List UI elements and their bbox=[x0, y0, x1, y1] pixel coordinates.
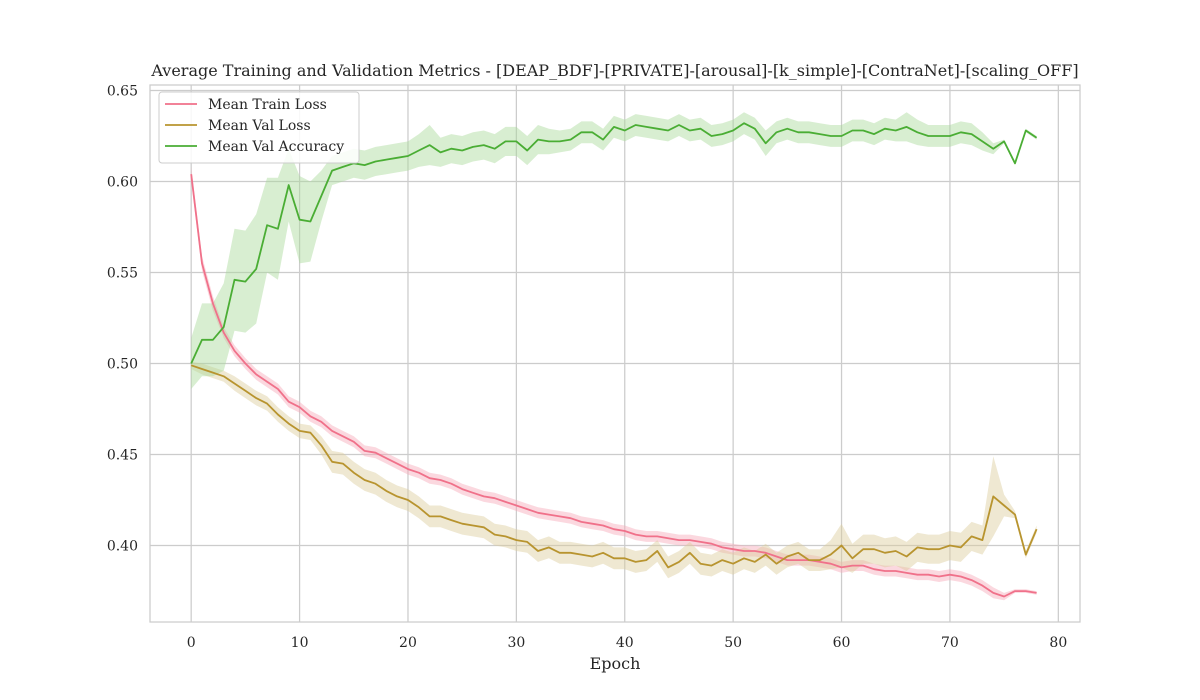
y-tick-label: 0.60 bbox=[107, 174, 138, 190]
legend-box bbox=[158, 91, 360, 164]
x-axis-ticks: 0 10 20 30 40 50 60 70 80 bbox=[187, 635, 1068, 651]
series-3-line bbox=[190, 122, 1038, 364]
y-tick-label: 0.40 bbox=[107, 539, 138, 555]
series-2-band bbox=[191, 361, 1037, 579]
confidence-bands bbox=[191, 112, 1037, 601]
legend-label: Mean Train Loss bbox=[208, 97, 327, 113]
x-tick-label: 50 bbox=[724, 635, 742, 651]
y-tick-label: 0.55 bbox=[107, 265, 138, 281]
series-lines bbox=[190, 122, 1038, 598]
axes-frame bbox=[149, 84, 1081, 623]
legend-label: Mean Val Accuracy bbox=[208, 139, 344, 155]
y-tick-label: 0.65 bbox=[107, 83, 138, 99]
x-tick-label: 40 bbox=[616, 635, 634, 651]
series-3-band bbox=[191, 112, 1037, 390]
x-tick-label: 20 bbox=[399, 635, 417, 651]
y-tick-label: 0.50 bbox=[107, 357, 138, 373]
x-tick-label: 0 bbox=[187, 635, 196, 651]
chart-title: Average Training and Validation Metrics … bbox=[150, 61, 1078, 80]
legend-label: Mean Val Loss bbox=[208, 118, 311, 134]
x-axis-label: Epoch bbox=[590, 654, 641, 673]
x-tick-label: 70 bbox=[941, 635, 959, 651]
y-tick-label: 0.45 bbox=[107, 448, 138, 464]
grid bbox=[150, 85, 1080, 622]
x-tick-label: 80 bbox=[1049, 635, 1067, 651]
x-tick-label: 60 bbox=[833, 635, 851, 651]
x-tick-label: 30 bbox=[507, 635, 525, 651]
plot-area bbox=[149, 84, 1081, 623]
series-2-line bbox=[190, 364, 1038, 569]
legend: Mean Train Loss Mean Val Loss Mean Val Acc… bbox=[158, 91, 360, 164]
series-1-line bbox=[190, 174, 1037, 598]
y-axis-ticks: 0.40 0.45 0.50 0.55 0.60 0.65 bbox=[107, 83, 138, 554]
x-tick-label: 10 bbox=[291, 635, 309, 651]
